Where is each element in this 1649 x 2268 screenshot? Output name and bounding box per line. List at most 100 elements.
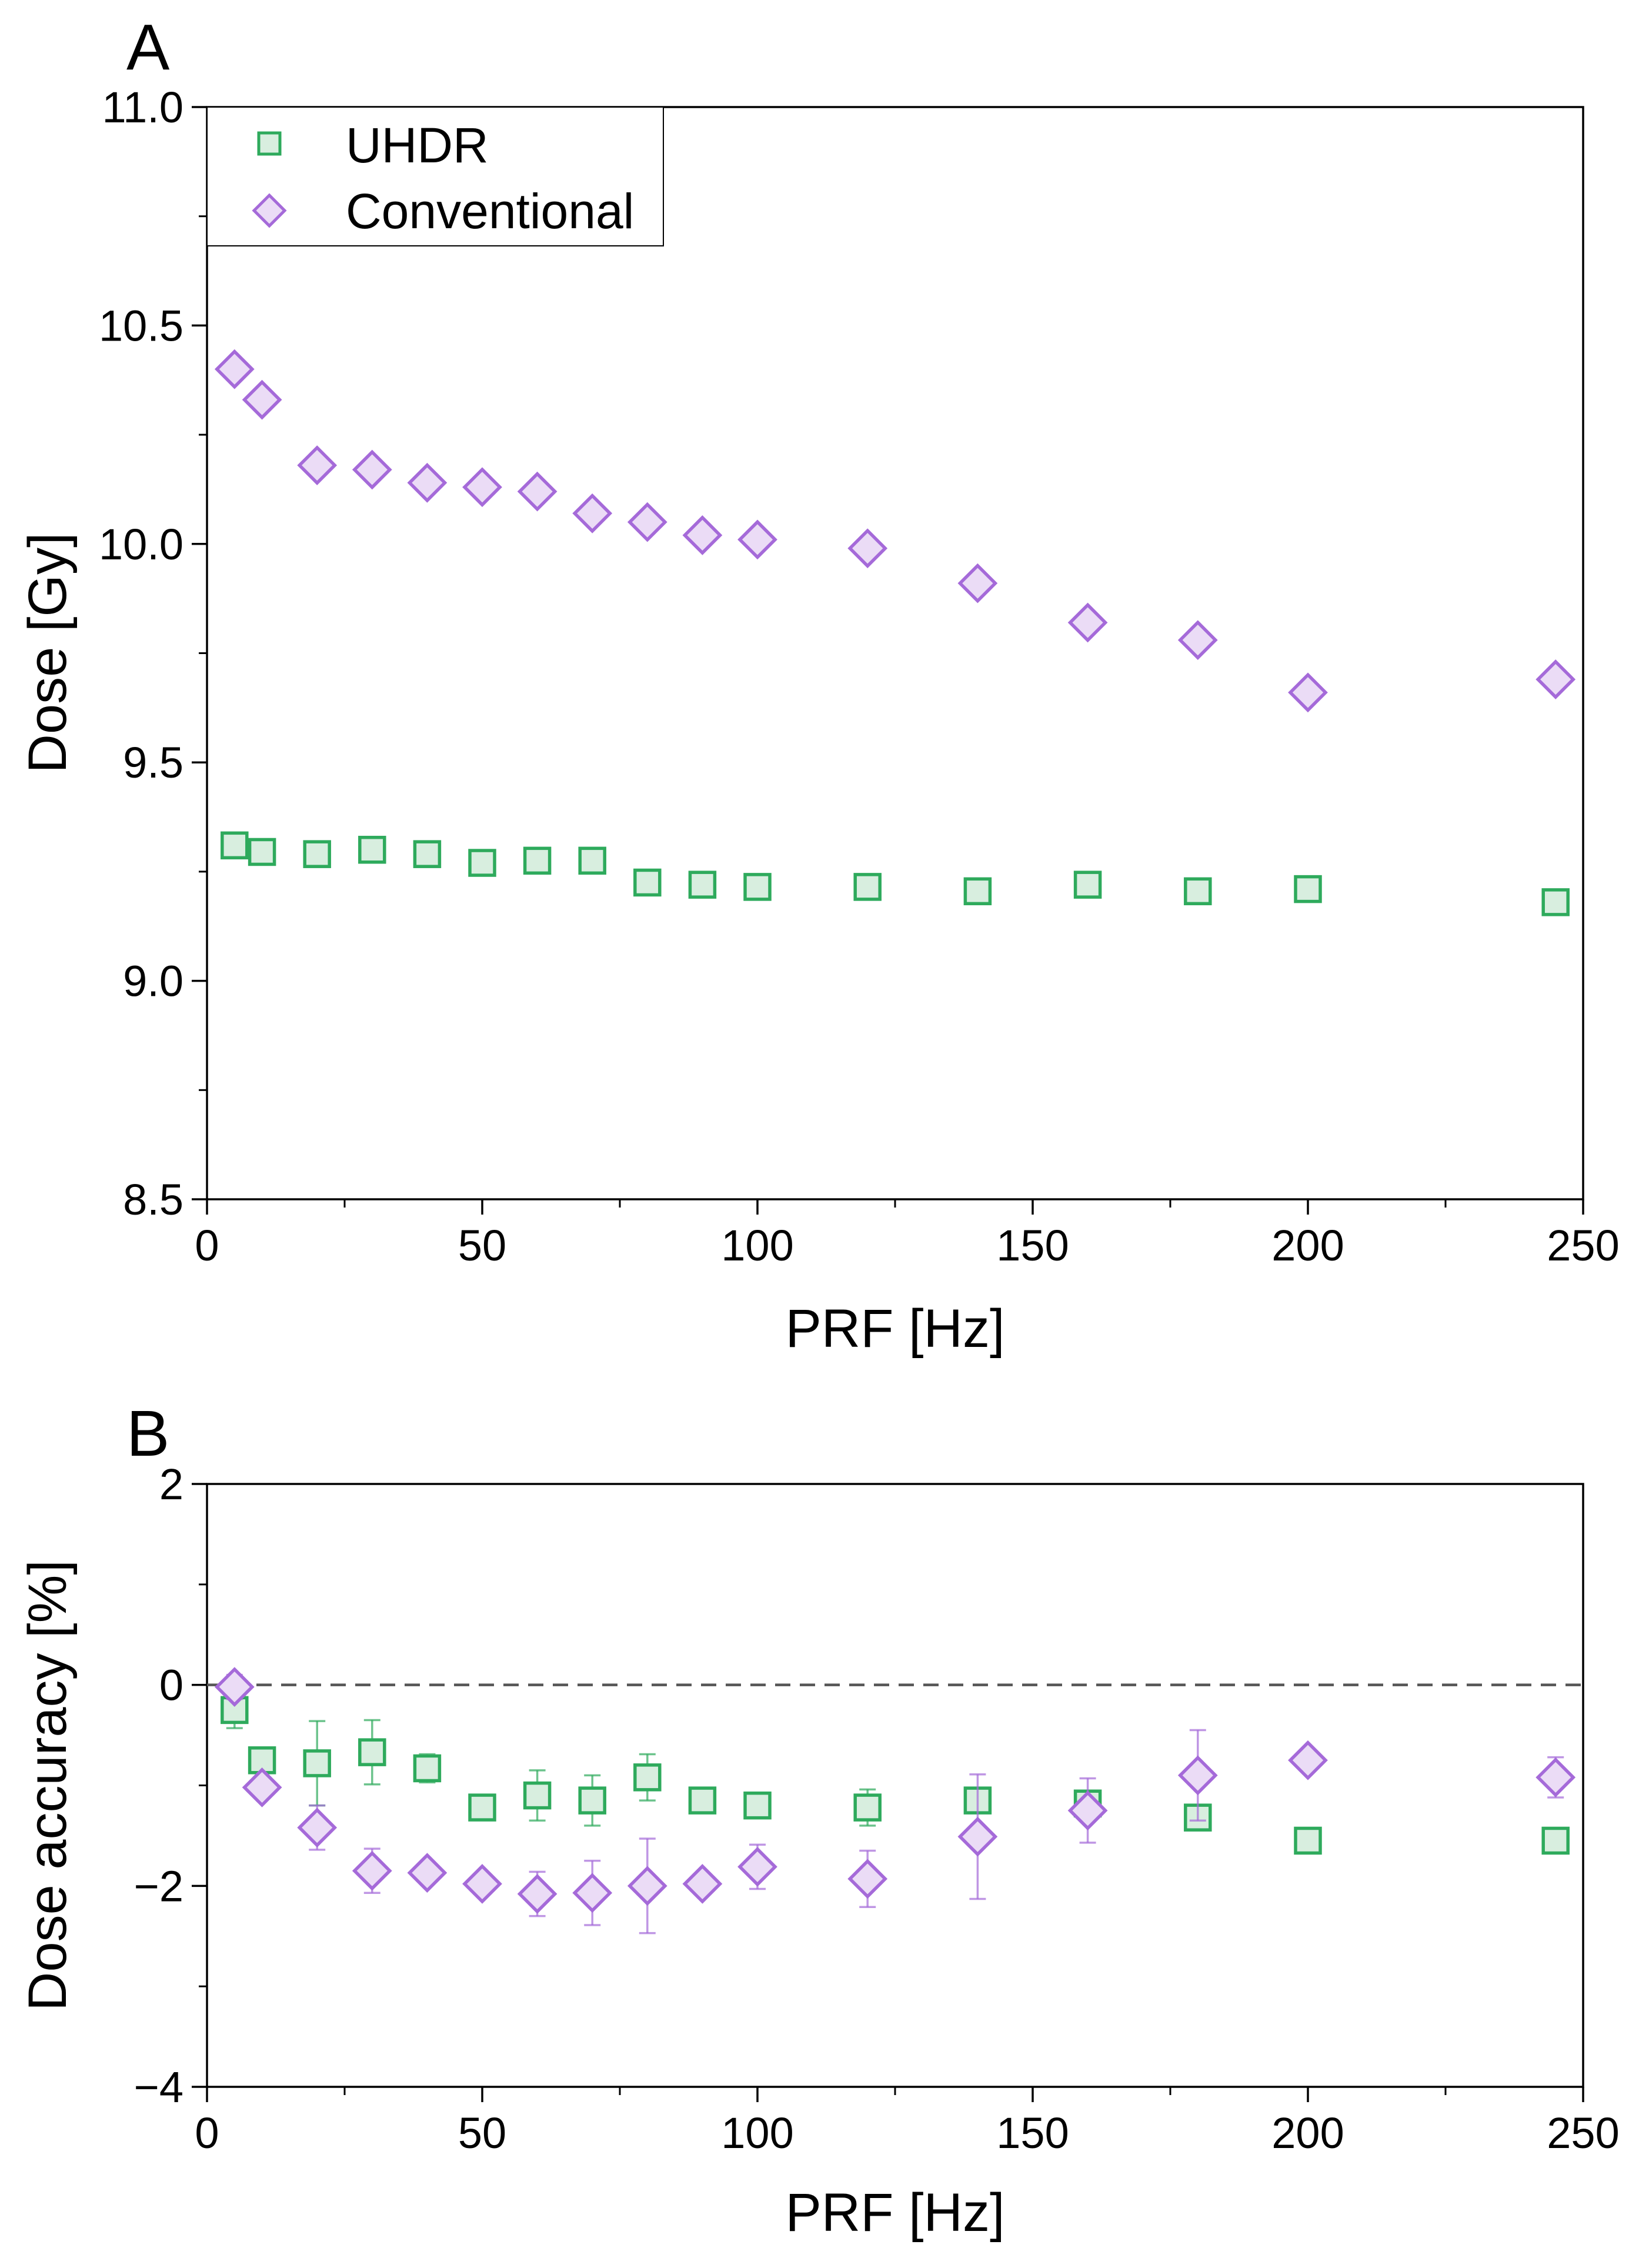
uhdr-point — [578, 1786, 606, 1815]
conventional-point — [1288, 672, 1328, 713]
uhdr-point — [743, 1791, 772, 1820]
y-tick-label: 10.0 — [99, 520, 183, 569]
y-tick-label: −4 — [134, 2063, 183, 2112]
panel-b-x-axis-label: PRF [Hz] — [785, 2183, 1004, 2243]
panel-a-plot-frame — [206, 106, 1584, 1200]
conventional-point — [407, 1853, 448, 1893]
uhdr-point — [523, 1781, 552, 1810]
panel-b-axes: 0 50 100 150 200 250 −4 −2 0 2 — [134, 1460, 1620, 2157]
uhdr-point — [853, 873, 882, 901]
uhdr-point — [1541, 1826, 1570, 1855]
y-tick-label: 8.5 — [123, 1175, 183, 1224]
uhdr-point — [743, 873, 772, 901]
panel-a-marks — [214, 349, 1576, 916]
panel-b-y-axis-label: Dose accuracy [%] — [18, 1560, 78, 2011]
panel-a-legend: UHDR Conventional — [206, 106, 664, 246]
conventional-point — [1067, 602, 1108, 643]
uhdr-point — [578, 846, 606, 875]
conventional-point — [682, 515, 723, 555]
uhdr-point — [1073, 870, 1102, 899]
conventional-point — [1535, 659, 1576, 699]
conventional-point — [297, 445, 338, 485]
uhdr-point — [1294, 875, 1322, 903]
conventional-point — [214, 1667, 255, 1707]
x-tick-label: 250 — [1547, 1221, 1619, 1270]
x-tick-label: 250 — [1547, 2109, 1619, 2157]
x-tick-label: 100 — [721, 2109, 793, 2157]
legend-frame — [206, 106, 664, 246]
legend-conventional-label: Conventional — [346, 184, 634, 239]
y-tick-label: 9.5 — [123, 738, 183, 787]
conventional-point — [627, 502, 667, 542]
x-tick-label: 150 — [996, 2109, 1069, 2157]
conventional-point — [1177, 620, 1218, 661]
conventional-point — [352, 449, 392, 490]
conventional-point — [957, 563, 998, 603]
x-tick-label: 100 — [721, 1221, 793, 1270]
panel-b-label: B — [126, 1398, 169, 1470]
uhdr-point — [1541, 888, 1570, 916]
panel-a: A 0 50 100 150 200 250 8.5 9.0 9.5 10.0 10.5 11.0 P… — [18, 11, 1620, 1359]
conventional-point — [737, 519, 777, 560]
y-tick-label: 2 — [159, 1460, 183, 1509]
conventional-point — [1177, 1755, 1218, 1796]
conventional-point — [517, 471, 558, 512]
uhdr-point — [1184, 877, 1212, 906]
y-tick-label: 10.5 — [99, 301, 183, 350]
panel-b-plot-frame — [206, 1483, 1584, 2088]
uhdr-point — [358, 1738, 386, 1766]
x-tick-label: 0 — [195, 2109, 219, 2157]
uhdr-point — [963, 877, 992, 906]
conventional-point — [462, 467, 502, 508]
conventional-point — [242, 1767, 282, 1807]
uhdr-point — [303, 840, 331, 868]
conventional-point — [572, 493, 613, 533]
y-tick-label: −2 — [134, 1862, 183, 1910]
conventional-point — [957, 1816, 998, 1857]
uhdr-point — [633, 868, 662, 897]
legend-conventional-marker — [252, 193, 287, 228]
conventional-point — [297, 1807, 338, 1848]
x-tick-label: 50 — [458, 1221, 506, 1270]
conventional-point — [1067, 1790, 1108, 1831]
uhdr-point — [303, 1749, 331, 1777]
conventional-point — [407, 462, 448, 503]
uhdr-point — [221, 831, 249, 860]
conventional-point — [352, 1850, 392, 1891]
y-tick-label: 11.0 — [102, 83, 183, 132]
uhdr-point — [688, 870, 717, 899]
legend-uhdr-label: UHDR — [346, 118, 489, 173]
conventional-point — [737, 1846, 777, 1887]
panel-a-x-axis-label: PRF [Hz] — [785, 1299, 1004, 1359]
uhdr-point — [468, 1793, 496, 1822]
conventional-point — [627, 1866, 667, 1906]
uhdr-point — [523, 846, 552, 875]
x-tick-label: 50 — [458, 2109, 506, 2157]
y-tick-label: 9.0 — [123, 957, 183, 1006]
panel-a-y-axis-label: Dose [Gy] — [18, 532, 78, 773]
uhdr-point — [468, 849, 496, 877]
panel-a-label: A — [126, 11, 170, 84]
panel-b-marks — [214, 1667, 1576, 1935]
uhdr-point — [413, 1754, 442, 1783]
uhdr-point — [358, 836, 386, 864]
legend-uhdr-marker — [257, 131, 282, 156]
conventional-point — [572, 1873, 613, 1913]
conventional-point — [1535, 1757, 1576, 1797]
uhdr-point — [248, 838, 276, 866]
x-tick-label: 0 — [195, 1221, 219, 1270]
x-tick-label: 150 — [996, 1221, 1069, 1270]
x-tick-label: 200 — [1271, 1221, 1344, 1270]
conventional-point — [847, 528, 888, 569]
panel-b: B 0 50 100 150 200 250 −4 −2 0 2 PRF [Hz] Dose ac… — [18, 1398, 1620, 2243]
uhdr-point — [853, 1793, 882, 1822]
uhdr-point — [1294, 1826, 1322, 1855]
conventional-point — [214, 349, 255, 389]
conventional-point — [847, 1859, 888, 1899]
y-tick-label: 0 — [159, 1661, 183, 1710]
x-tick-label: 200 — [1271, 2109, 1344, 2157]
conventional-point — [1288, 1740, 1328, 1780]
conventional-point — [682, 1864, 723, 1904]
uhdr-point — [413, 840, 442, 868]
